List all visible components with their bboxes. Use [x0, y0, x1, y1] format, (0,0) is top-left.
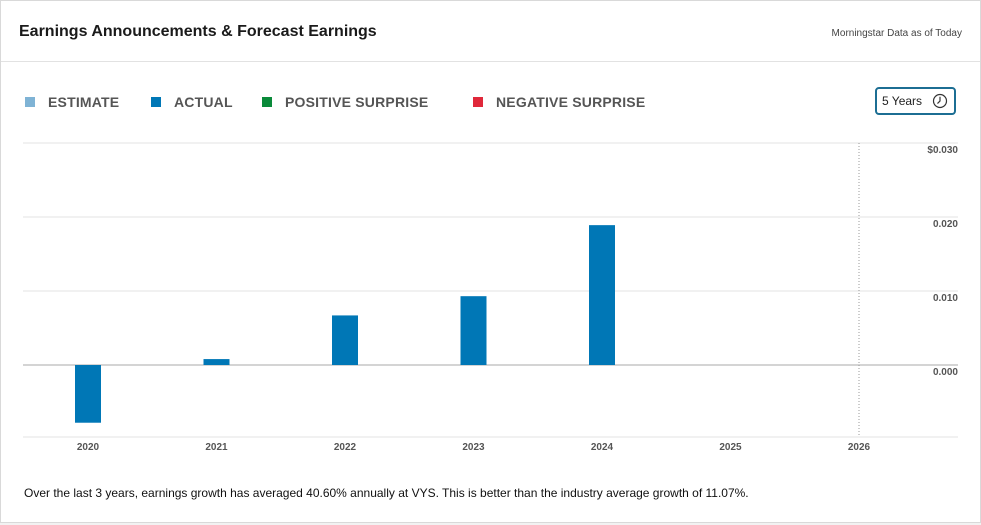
x-tick-label: 2023 [462, 442, 485, 453]
bar-actual-2024 [589, 225, 615, 365]
bar-actual-2023 [460, 296, 487, 365]
card-header: Earnings Announcements & Forecast Earnin… [1, 1, 980, 62]
range-selector-label: 5 Years [882, 94, 923, 108]
x-tick-label: 2020 [77, 442, 100, 453]
legend-estimate-swatch [25, 97, 35, 107]
legend-positive-surprise[interactable]: POSITIVE SURPRISE [262, 94, 429, 110]
legend-positive-label: POSITIVE SURPRISE [285, 94, 429, 110]
y-tick-label: 0.020 [933, 219, 958, 230]
range-selector-button[interactable]: 5 Years [875, 87, 956, 115]
x-tick-label: 2024 [591, 442, 614, 453]
legend-actual-swatch [151, 97, 161, 107]
legend-positive-swatch [262, 97, 272, 107]
bar-actual-2022 [332, 315, 358, 365]
clock-icon [932, 93, 948, 109]
legend-negative-label: NEGATIVE SURPRISE [496, 94, 646, 110]
legend-negative-surprise[interactable]: NEGATIVE SURPRISE [473, 94, 646, 110]
data-as-of-label: Morningstar Data as of Today [831, 28, 962, 39]
earnings-chart: $0.030 0.020 0.010 0.000 2020 2021 2022 2023 202… [23, 142, 958, 453]
bar-actual-2020 [75, 365, 101, 423]
card-title: Earnings Announcements & Forecast Earnin… [19, 23, 377, 40]
y-tick-label: 0.010 [933, 293, 958, 304]
x-tick-label: 2022 [334, 442, 357, 453]
legend-actual-label: ACTUAL [174, 94, 233, 110]
legend-estimate-label: ESTIMATE [48, 94, 120, 110]
legend-negative-swatch [473, 97, 483, 107]
x-tick-label: 2025 [719, 442, 742, 453]
y-tick-label: $0.030 [927, 145, 958, 156]
legend-actual[interactable]: ACTUAL [151, 94, 233, 110]
x-tick-label: 2021 [205, 442, 228, 453]
y-tick-label: 0.000 [933, 367, 958, 378]
growth-summary-note: Over the last 3 years, earnings growth h… [24, 486, 749, 500]
bar-actual-2021 [203, 359, 230, 365]
x-tick-label: 2026 [848, 442, 871, 453]
legend-estimate[interactable]: ESTIMATE [25, 94, 120, 110]
